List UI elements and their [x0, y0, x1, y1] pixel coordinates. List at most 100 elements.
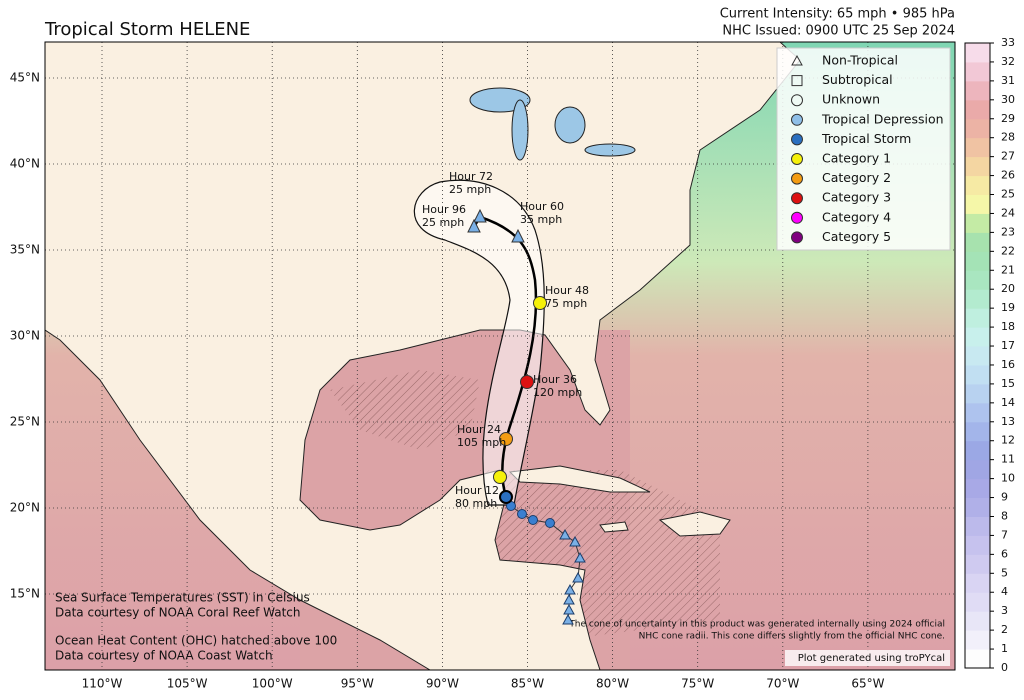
colorbar-cell [965, 478, 990, 499]
forecast-point [493, 470, 507, 484]
legend-label: Category 2 [822, 170, 891, 185]
forecast-wind: 25 mph [449, 183, 491, 196]
hispaniola [658, 511, 731, 537]
colorbar-cell [965, 327, 990, 347]
colorbar-cell [965, 156, 990, 177]
forecast-hour: Hour 12 [455, 484, 499, 497]
latitude-label: 15°N [10, 587, 40, 601]
colorbar-label: 22 [1001, 244, 1015, 257]
longitude-label: 65°W [851, 677, 884, 691]
colorbar-label: 29 [1001, 112, 1015, 125]
cuba [508, 465, 651, 493]
colorbar-cell [965, 137, 990, 158]
legend-symbol [791, 211, 803, 224]
colorbar-cell [965, 99, 990, 120]
legend-label: Category 3 [822, 190, 891, 205]
forecast-point [473, 208, 487, 223]
forecast-hour: Hour 24 [457, 423, 501, 436]
legend-symbol [791, 133, 803, 146]
colorbar-label: 24 [1001, 206, 1015, 219]
past-point [564, 583, 576, 595]
colorbar-cell [965, 421, 990, 442]
colorbar-label: 9 [1001, 491, 1008, 504]
colorbar-frame [964, 42, 991, 669]
latitude-label: 25°N [10, 415, 40, 429]
note: Ocean Heat Content (OHC) hatched above 1… [55, 634, 337, 648]
colorbar-label: 14 [1001, 396, 1015, 409]
colorbar-label: 30 [1001, 93, 1015, 106]
forecast-hour: Hour 48 [545, 284, 589, 297]
forecast-hour: Hour 96 [422, 203, 466, 216]
colorbar-cell [965, 175, 990, 196]
past-point [574, 551, 586, 563]
colorbar-label: 32 [1001, 55, 1015, 68]
colorbar-label: 23 [1001, 225, 1015, 238]
forecast-point [511, 228, 525, 243]
lake [511, 99, 529, 161]
colorbar-label: 3 [1001, 604, 1008, 617]
forecast-wind: 25 mph [422, 216, 464, 229]
credit-box [785, 650, 950, 666]
legend-label: Category 1 [822, 151, 891, 166]
legend-label: Subtropical [822, 72, 893, 87]
colorbar-cell [965, 535, 990, 555]
colorbar-label: 16 [1001, 358, 1015, 371]
forecast-wind: 75 mph [545, 297, 587, 310]
forecast-point [533, 296, 547, 310]
lake [584, 143, 636, 157]
intensity: Current Intensity: 65 mph • 985 hPa [720, 7, 955, 22]
colorbar-cell [965, 440, 990, 461]
past-point [572, 571, 584, 583]
cone-note: NHC cone radii. This cone differs slight… [639, 632, 945, 642]
longitude-label: 85°W [511, 677, 544, 691]
lake [554, 106, 586, 144]
forecast-wind: 35 mph [520, 213, 562, 226]
colorbar-label: 17 [1001, 339, 1015, 352]
forecast-wind: 105 mph [457, 436, 506, 449]
legend-symbol [791, 54, 803, 66]
colorbar-label: 25 [1001, 188, 1015, 201]
colorbar-cell [965, 459, 990, 480]
colorbar-cell [965, 346, 990, 366]
colorbar-label: 2 [1001, 623, 1008, 636]
past-point [517, 509, 527, 519]
past-point [562, 613, 574, 625]
colorbar-cell [965, 364, 990, 385]
latitude-label: 20°N [10, 501, 40, 515]
colorbar-cell [965, 194, 990, 214]
colorbar-label: 12 [1001, 434, 1015, 447]
legend-symbol [791, 113, 803, 126]
forecast-hour: Hour 60 [520, 200, 564, 213]
colorbar-cell [965, 516, 990, 536]
colorbar-label: 7 [1001, 528, 1008, 541]
colorbar-label: 19 [1001, 301, 1015, 314]
note: Data courtesy of NOAA Coral Reef Watch [55, 606, 300, 620]
forecast-wind: 120 mph [533, 386, 582, 399]
latitude-label: 35°N [10, 243, 40, 257]
colorbar-cell [965, 497, 990, 517]
colorbar-cell [965, 592, 990, 612]
colorbar-label: 26 [1001, 169, 1015, 182]
longitude-label: 110°W [82, 677, 123, 691]
legend-symbol [791, 231, 803, 244]
forecast-point [499, 432, 513, 446]
colorbar-label: 1 [1001, 642, 1008, 655]
legend-label: Tropical Depression [821, 111, 944, 126]
latitude-label: 40°N [10, 157, 40, 171]
colorbar-label: 4 [1001, 585, 1008, 598]
land [45, 42, 801, 670]
longitude-label: 100°W [252, 677, 293, 691]
past-point [528, 515, 538, 525]
past-point [563, 603, 575, 615]
colorbar-cell [965, 611, 990, 631]
issued: NHC Issued: 0900 UTC 25 Sep 2024 [722, 24, 955, 39]
colorbar-label: 10 [1001, 472, 1015, 485]
longitude-label: 95°W [341, 677, 374, 691]
colorbar-label: 15 [1001, 377, 1015, 390]
colorbar-cell [965, 118, 990, 139]
past-point [569, 535, 581, 547]
colorbar-label: 0 [1001, 661, 1008, 674]
forecast-hour: Hour 36 [533, 373, 577, 386]
longitude-label: 90°W [426, 677, 459, 691]
colorbar-label: 11 [1001, 453, 1015, 466]
